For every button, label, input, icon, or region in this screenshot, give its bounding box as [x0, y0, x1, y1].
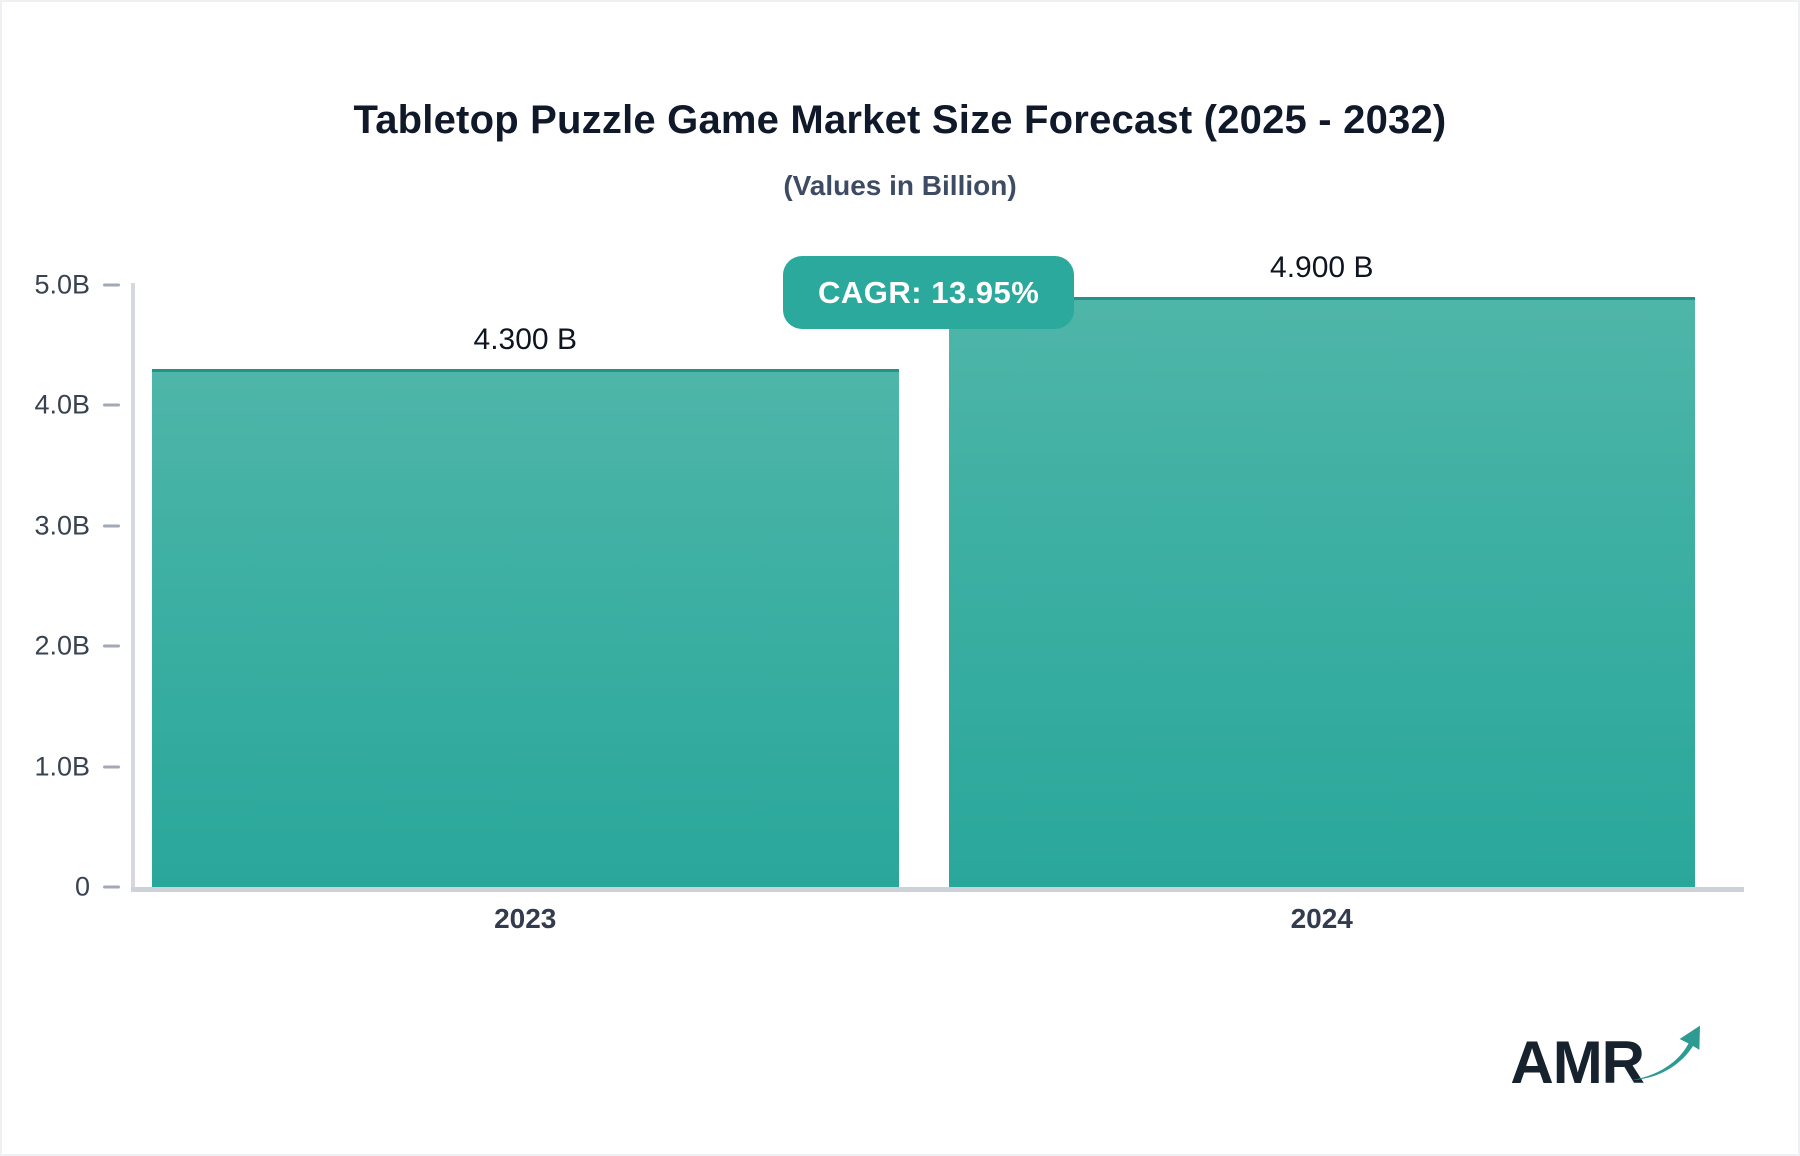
x-category-label: 2024 — [1290, 903, 1353, 934]
y-axis-line — [131, 283, 135, 892]
tick-dash-icon — [103, 885, 120, 889]
x-category-label: 2023 — [494, 903, 557, 934]
bar — [152, 369, 899, 887]
y-tick-label: 2.0B — [34, 630, 90, 661]
plot-area: 4.300 B 4.900 B — [152, 251, 1695, 887]
y-tick: 3.0B — [2, 510, 120, 541]
chart-subtitle: (Values in Billion) — [783, 170, 1017, 201]
y-tick-label: 0 — [74, 871, 90, 902]
tick-dash-icon — [103, 644, 120, 648]
cagr-badge: CAGR: 13.95% — [783, 256, 1075, 329]
y-tick-label: 4.0B — [34, 389, 90, 420]
tick-dash-icon — [103, 765, 120, 769]
y-tick: 4.0B — [2, 390, 120, 421]
y-axis: 0 1.0B 2.0B 3.0B 4.0B 5.0B — [2, 270, 120, 902]
y-tick-label: 1.0B — [34, 751, 90, 782]
y-tick: 1.0B — [2, 751, 120, 782]
growth-arrow-icon — [1630, 1024, 1700, 1087]
x-axis-baseline — [131, 887, 1744, 892]
y-tick-label: 5.0B — [34, 269, 90, 300]
bar-column: 4.900 B — [948, 251, 1695, 887]
bar-value-label: 4.300 B — [473, 323, 577, 357]
tick-dash-icon — [103, 403, 120, 407]
tick-dash-icon — [103, 524, 120, 528]
bar — [948, 297, 1695, 887]
y-tick: 5.0B — [2, 270, 120, 301]
y-tick: 0 — [2, 872, 120, 903]
y-tick: 2.0B — [2, 631, 120, 662]
logo-text: AMR — [1510, 1029, 1645, 1096]
tick-dash-icon — [103, 283, 120, 287]
amr-logo: AMR — [1510, 1025, 1700, 1097]
bar-value-label: 4.900 B — [1270, 251, 1374, 285]
bar-column: 4.300 B — [152, 285, 899, 887]
y-tick-label: 3.0B — [34, 510, 90, 541]
x-axis: 2023 2024 — [152, 903, 1695, 935]
chart-title: Tabletop Puzzle Game Market Size Forecas… — [353, 98, 1447, 142]
